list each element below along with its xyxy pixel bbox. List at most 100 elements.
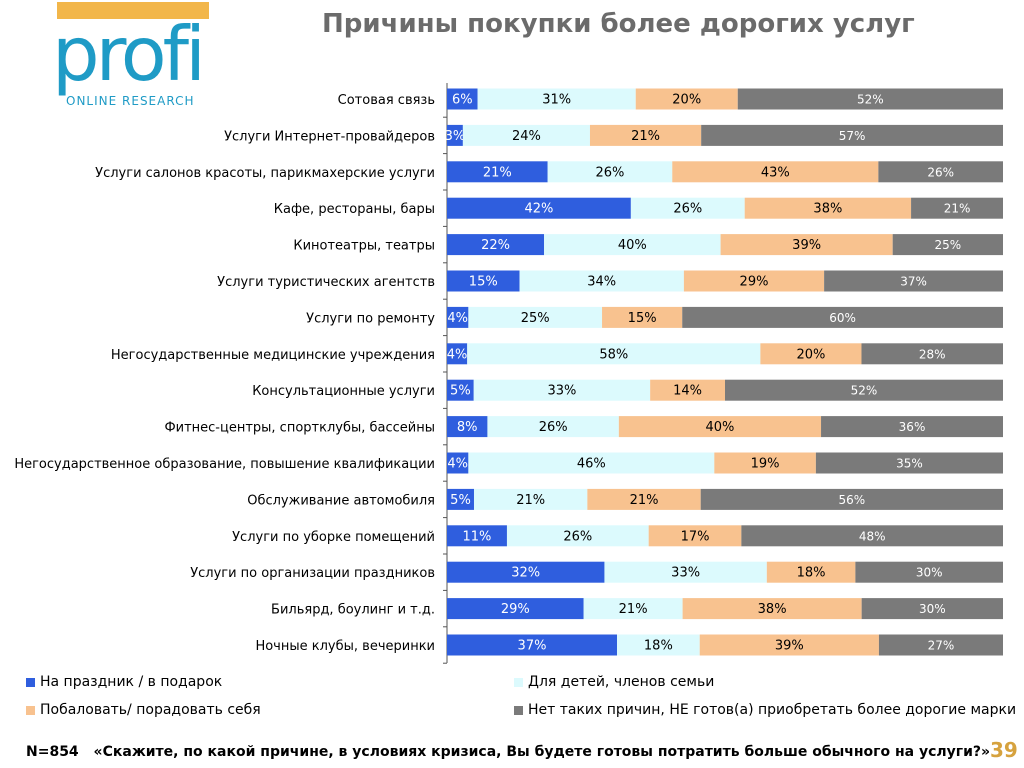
data-label-family: 26% [563, 529, 592, 544]
bar-segment-none [861, 598, 1003, 620]
data-label-none: 37% [900, 275, 927, 289]
footnote: N=854 «Скажите, по какой причине, в усло… [26, 743, 990, 761]
bar-segment-self [650, 379, 725, 401]
data-label-none: 48% [859, 529, 886, 543]
legend-item-self: Побаловать/ порадовать себя [26, 701, 261, 719]
bar-segment-family [519, 270, 684, 292]
bar-segment-gift [447, 452, 469, 474]
data-label-none: 21% [944, 202, 971, 216]
data-label-gift: 4% [447, 457, 468, 472]
bar-segment-gift [447, 525, 507, 547]
chart-legend: На праздник / в подарок Для детей, члено… [0, 0, 1024, 718]
bar-segment-gift [447, 161, 548, 183]
data-label-family: 40% [618, 238, 647, 253]
bar-segment-family [468, 452, 715, 474]
page-title: Причины покупки более дорогих услуг [322, 9, 915, 39]
bar-segment-gift [447, 634, 618, 656]
data-label-none: 30% [916, 566, 943, 580]
category-label: Услуги туристических агентств [217, 275, 435, 290]
bar-segment-family [462, 124, 590, 146]
data-label-none: 52% [857, 93, 884, 107]
data-label-family: 46% [577, 457, 606, 472]
bar-segment-family [617, 634, 700, 656]
bar-segment-gift [447, 343, 468, 365]
legend-item-none: Нет таких причин, НЕ готов(а) приобретат… [514, 701, 1016, 719]
data-label-family: 26% [673, 202, 702, 217]
data-label-gift: 6% [452, 93, 473, 108]
category-label: Обслуживание автомобиля [247, 493, 435, 508]
data-label-gift: 8% [457, 420, 478, 435]
logo-accent-bar [57, 2, 209, 19]
bar-segment-none [821, 416, 1003, 438]
category-label: Фитнес-центры, спортклубы, бассейны [164, 421, 435, 436]
data-label-gift: 11% [463, 529, 492, 544]
bar-segment-gift [447, 124, 463, 146]
bar-segment-family [467, 343, 761, 365]
bar-segment-none [737, 88, 1003, 110]
data-label-self: 39% [775, 639, 804, 654]
data-label-none: 52% [851, 384, 878, 398]
data-label-gift: 15% [469, 275, 498, 290]
bar-segment-family [473, 488, 588, 510]
stacked-bar-chart: Сотовая связь 6% 31% 20% 52% Услуги Интернет-… [14, 83, 1003, 664]
bar-segment-none [855, 561, 1003, 583]
data-label-gift: 32% [511, 566, 540, 581]
bar-segment-family [604, 561, 767, 583]
category-label: Кафе, рестораны, бары [274, 202, 435, 217]
bar-segment-family [630, 197, 745, 219]
bar-segment-none [701, 124, 1003, 146]
bar-segment-self [602, 306, 683, 328]
category-label: Услуги Интернет-провайдеров [224, 129, 435, 144]
data-label-gift: 4% [447, 347, 468, 362]
bar-segment-self [648, 525, 742, 547]
logo-subtitle: ONLINE RESEARCH [66, 94, 195, 108]
bar-segment-self [720, 234, 893, 256]
bar-segment-gift [447, 561, 605, 583]
data-label-family: 31% [542, 93, 571, 108]
data-label-self: 18% [797, 566, 826, 581]
legend-label-self: Побаловать/ порадовать себя [40, 702, 261, 718]
bar-segment-none [824, 270, 1003, 292]
legend-item-gift: На праздник / в подарок [26, 673, 222, 691]
bar-segment-none [861, 343, 1003, 365]
data-label-self: 21% [630, 493, 659, 508]
data-label-none: 35% [896, 457, 923, 471]
bar-segment-family [487, 416, 619, 438]
bar-segment-none [878, 161, 1003, 183]
bar-segment-none [815, 452, 1003, 474]
bar-segment-self [587, 488, 701, 510]
bar-segment-self [744, 197, 912, 219]
bar-segment-family [544, 234, 721, 256]
data-label-self: 15% [628, 311, 657, 326]
category-label: Услуги по уборке помещений [232, 530, 435, 545]
data-label-family: 18% [644, 639, 673, 654]
legend-label-family: Для детей, членов семьи [528, 674, 715, 690]
bar-segment-self [682, 598, 862, 620]
data-label-none: 25% [935, 238, 962, 252]
category-label: Услуги по ремонту [306, 311, 435, 326]
data-label-self: 43% [761, 165, 790, 180]
bar-segment-self [589, 124, 702, 146]
data-label-family: 58% [599, 347, 628, 362]
legend-swatch-family [514, 677, 523, 687]
data-label-family: 34% [587, 275, 616, 290]
data-label-family: 26% [539, 420, 568, 435]
bar-segment-family [547, 161, 673, 183]
data-label-self: 39% [792, 238, 821, 253]
bar-segment-gift [447, 488, 474, 510]
data-label-self: 19% [751, 457, 780, 472]
category-label: Негосударственное образование, повышение… [14, 457, 435, 472]
bar-segment-gift [447, 234, 545, 256]
data-label-gift: 22% [481, 238, 510, 253]
bar-segment-none [911, 197, 1003, 219]
bar-segment-self [766, 561, 856, 583]
data-label-gift: 21% [483, 165, 512, 180]
logo: profi ONLINE RESEARCH [52, 0, 212, 112]
data-label-gift: 5% [450, 384, 471, 399]
logo-word: profi [52, 10, 206, 98]
legend-label-none: Нет таких причин, НЕ готов(а) приобретат… [528, 702, 1017, 718]
bar-segment-self [618, 416, 822, 438]
bar-segment-self [699, 634, 879, 656]
data-label-family: 25% [521, 311, 550, 326]
data-label-family: 21% [619, 602, 648, 617]
